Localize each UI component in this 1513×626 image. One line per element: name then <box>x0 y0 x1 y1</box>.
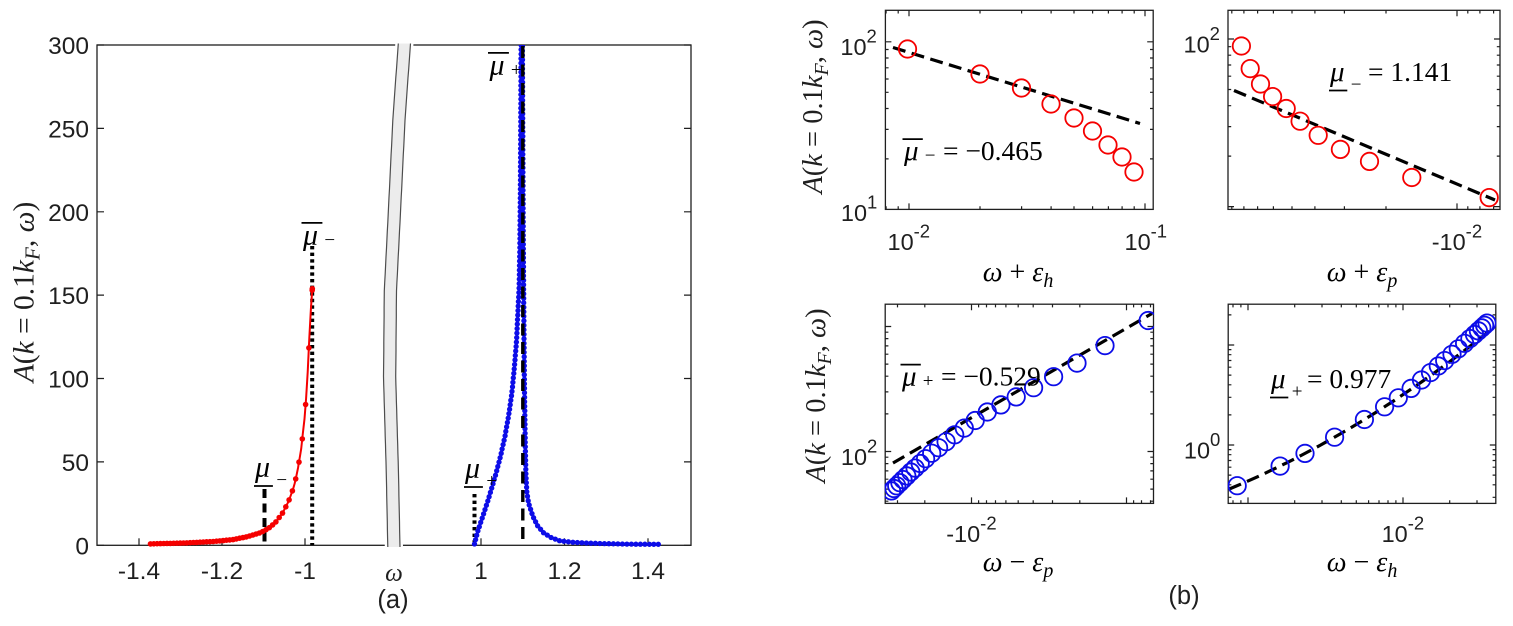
svg-text:-1: -1 <box>294 558 316 585</box>
svg-text:+: + <box>1292 382 1303 403</box>
svg-text:μ: μ <box>254 451 270 484</box>
svg-text:300: 300 <box>48 33 89 60</box>
svg-text:+: + <box>486 471 497 492</box>
svg-text:ω − εh: ω − εh <box>1327 547 1398 582</box>
svg-text:−: − <box>276 470 287 491</box>
svg-text:A(k = 0.1kF, ω): A(k = 0.1kF, ω) <box>801 308 836 484</box>
svg-text:(b): (b) <box>1168 582 1199 610</box>
svg-text:+: + <box>511 60 522 81</box>
svg-text:μ: μ <box>489 49 505 82</box>
svg-text:= −0.529: = −0.529 <box>941 361 1041 392</box>
svg-text:A(k = 0.1kF, ω): A(k = 0.1kF, ω) <box>9 202 45 385</box>
svg-text:A(k = 0.1kF, ω): A(k = 0.1kF, ω) <box>798 19 833 195</box>
svg-text:ω + εp: ω + εp <box>1327 257 1398 292</box>
svg-text:= 1.141: = 1.141 <box>1368 56 1452 87</box>
svg-text:-1.4: -1.4 <box>118 558 160 585</box>
svg-text:(a): (a) <box>377 586 408 614</box>
svg-text:−: − <box>324 230 335 251</box>
svg-text:μ: μ <box>1329 56 1345 88</box>
svg-text:−: − <box>925 146 936 167</box>
svg-text:μ: μ <box>901 361 917 393</box>
svg-text:-1.2: -1.2 <box>201 558 243 585</box>
svg-text:= −0.465: = −0.465 <box>943 135 1043 166</box>
svg-text:1: 1 <box>474 558 488 585</box>
svg-text:ω + εh: ω + εh <box>983 257 1054 292</box>
svg-text:ω: ω <box>385 560 403 587</box>
svg-text:250: 250 <box>48 116 89 143</box>
svg-text:= 0.977: = 0.977 <box>1307 363 1391 394</box>
svg-text:1.4: 1.4 <box>631 558 665 585</box>
svg-text:1.2: 1.2 <box>547 558 581 585</box>
svg-text:μ: μ <box>1270 363 1286 395</box>
svg-text:−: − <box>1351 75 1362 96</box>
svg-text:150: 150 <box>48 283 89 310</box>
svg-text:μ: μ <box>302 219 318 252</box>
svg-text:100: 100 <box>48 367 89 394</box>
svg-text:50: 50 <box>62 450 89 477</box>
svg-text:0: 0 <box>75 533 89 560</box>
svg-text:ω − εp: ω − εp <box>983 547 1054 582</box>
svg-text:μ: μ <box>464 452 480 485</box>
svg-text:μ: μ <box>903 135 919 167</box>
svg-text:+: + <box>923 371 934 392</box>
svg-text:200: 200 <box>48 200 89 227</box>
